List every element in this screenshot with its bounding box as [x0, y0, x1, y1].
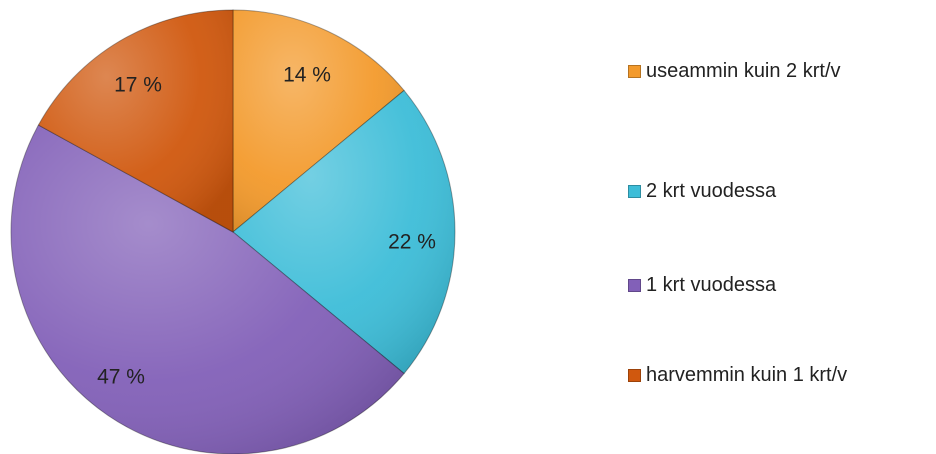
legend-item-1-krt: 1 krt vuodessa — [628, 270, 776, 300]
legend-item-useammin: useammin kuin 2 krt/v — [628, 56, 841, 86]
legend-item-2-krt: 2 krt vuodessa — [628, 176, 776, 206]
legend-item-harvemmin: harvemmin kuin 1 krt/v — [628, 360, 847, 390]
pie-slice-shade-2-krt — [233, 90, 455, 374]
legend-swatch-2-krt — [628, 184, 641, 198]
pie-slice-shade-1-krt — [11, 125, 405, 454]
data-label-2-krt: 22 % — [388, 231, 436, 254]
legend-swatch-harvemmin — [628, 368, 641, 382]
legend-swatch-1-krt — [628, 278, 641, 292]
data-label-1-krt: 47 % — [97, 366, 145, 389]
legend-swatch-useammin — [628, 64, 641, 78]
pie-slices — [10, 9, 456, 454]
data-label-useammin: 14 % — [283, 64, 331, 87]
data-label-harvemmin: 17 % — [114, 74, 162, 97]
legend-label-1-krt: 1 krt vuodessa — [646, 273, 777, 296]
pie-slice-shade-harvemmin — [38, 9, 234, 232]
legend-label-2-krt: 2 krt vuodessa — [646, 179, 777, 202]
legend-label-useammin: useammin kuin 2 krt/v — [646, 59, 841, 82]
pie-slice-shade-useammin — [233, 10, 405, 232]
legend-label-harvemmin: harvemmin kuin 1 krt/v — [646, 363, 848, 386]
pie-data-labels: 14 % 22 % 47 % 17 % — [97, 64, 436, 389]
